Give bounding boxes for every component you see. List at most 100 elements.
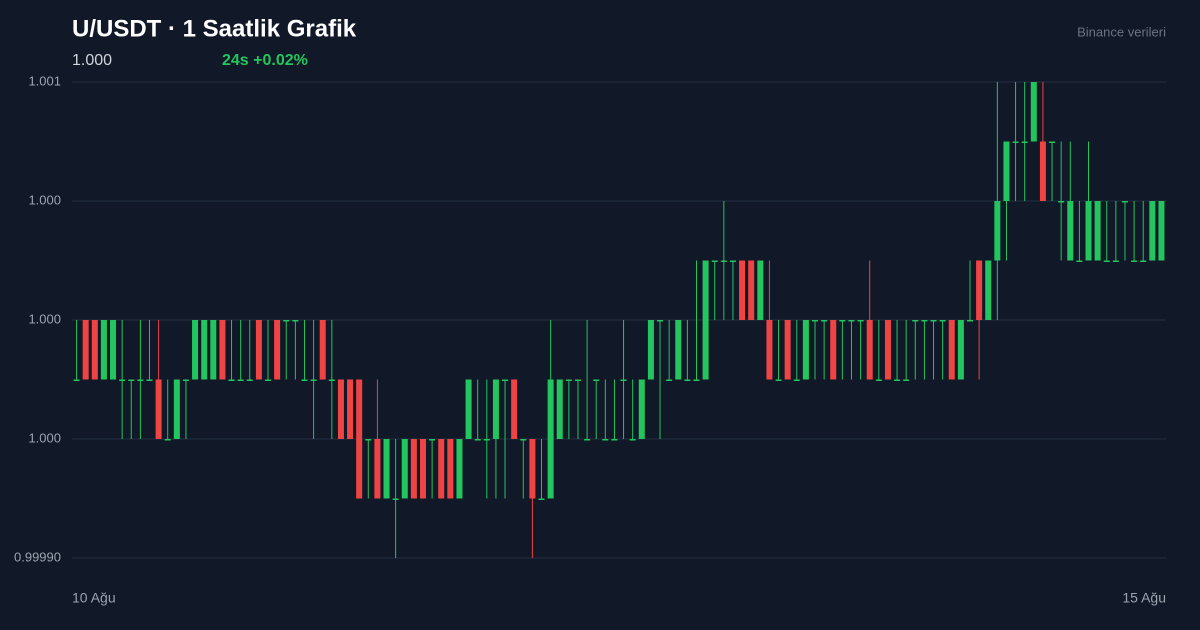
candle-body: [538, 498, 545, 500]
candle-body: [702, 260, 709, 380]
candle-body: [884, 320, 891, 380]
candle-body: [119, 379, 126, 381]
candle-body: [976, 260, 983, 320]
candle-body: [91, 320, 98, 380]
candle-body: [529, 439, 536, 499]
candle-body: [1085, 201, 1092, 261]
candle-body: [210, 320, 217, 380]
candle-body: [173, 379, 180, 439]
candle-body: [1103, 260, 1110, 262]
candle-body: [629, 439, 636, 441]
candle-body: [720, 260, 727, 262]
candle-body: [620, 379, 627, 381]
candle-body: [547, 379, 554, 499]
candle-body: [1076, 260, 1083, 262]
candle-body: [784, 320, 791, 380]
candle-body: [1121, 201, 1128, 203]
candle-body: [110, 320, 117, 380]
candle-body: [182, 379, 189, 381]
candle-body: [520, 439, 527, 441]
y-tick-label: 1.001: [28, 73, 61, 88]
candle-body: [292, 320, 299, 322]
y-tick-label: 1.000: [28, 311, 61, 326]
y-tick-label: 0.99990: [14, 549, 61, 564]
candle-body: [246, 379, 253, 381]
candle-body: [438, 439, 445, 499]
candle-body: [556, 379, 563, 439]
candle-body: [1021, 141, 1028, 143]
candle-body: [82, 320, 89, 380]
candle-body: [565, 379, 572, 381]
candle-body: [1003, 141, 1010, 201]
candle-body: [365, 439, 372, 441]
candle-body: [483, 439, 490, 441]
y-tick-label: 1.000: [28, 430, 61, 445]
candle-body: [757, 260, 764, 320]
candle-body: [219, 320, 226, 380]
candle-body: [283, 320, 290, 322]
candle-body: [301, 379, 308, 381]
candle-body: [164, 439, 171, 441]
candle-body: [255, 320, 262, 380]
current-price: 1.000: [72, 52, 112, 69]
x-tick-label: 15 Ağu: [1122, 590, 1166, 606]
candle-body: [465, 379, 472, 439]
y-tick-label: 1.000: [28, 192, 61, 207]
candle-body: [666, 379, 673, 381]
candle-body: [811, 320, 819, 322]
candle-body: [1094, 201, 1101, 261]
candle-body: [474, 439, 481, 441]
candle-body: [574, 379, 581, 381]
candle-body: [274, 320, 281, 380]
candle-body: [1149, 201, 1156, 261]
candle-body: [310, 379, 317, 381]
candle-body: [1131, 260, 1138, 262]
candle-body: [638, 379, 645, 439]
candle-body: [602, 439, 609, 441]
candle-body: [1058, 201, 1065, 203]
candle-body: [502, 379, 509, 381]
candle-body: [921, 320, 928, 322]
candle-body: [128, 379, 135, 381]
candle-body: [903, 379, 910, 381]
candle-body: [429, 439, 436, 441]
candle-body: [766, 320, 773, 380]
candle-body: [201, 320, 208, 380]
candle-body: [684, 379, 691, 381]
candle-body: [793, 379, 800, 381]
candle-body: [748, 260, 755, 320]
candle-body: [957, 320, 964, 380]
candle-body: [1049, 141, 1056, 143]
candle-body: [966, 320, 974, 322]
candle-body: [319, 320, 326, 380]
candle-body: [593, 379, 600, 381]
candle-body: [419, 439, 427, 499]
candle-body: [830, 320, 837, 380]
candle-body: [584, 439, 591, 441]
candle-body: [228, 379, 235, 381]
candle-body: [894, 379, 901, 381]
chart-title: U/USDT · 1 Saatlik Grafik: [72, 15, 357, 42]
candle-body: [456, 439, 463, 499]
candle-body: [985, 260, 992, 320]
candle-body: [492, 379, 499, 439]
candle-body: [356, 379, 363, 499]
candle-body: [821, 320, 828, 322]
candle-body: [611, 439, 618, 441]
candle-body: [675, 320, 682, 380]
candle-body: [693, 379, 700, 381]
candle-body: [401, 439, 408, 499]
candle-body: [100, 320, 107, 380]
candle-body: [511, 379, 518, 439]
candle-body: [994, 201, 1001, 261]
candle-body: [146, 379, 153, 381]
candle-body: [739, 260, 746, 320]
candle-body: [1112, 260, 1119, 262]
candle-body: [802, 320, 809, 380]
candle-body: [775, 379, 782, 381]
candle-body: [155, 379, 162, 439]
candle-body: [657, 320, 664, 322]
candle-body: [839, 320, 846, 322]
